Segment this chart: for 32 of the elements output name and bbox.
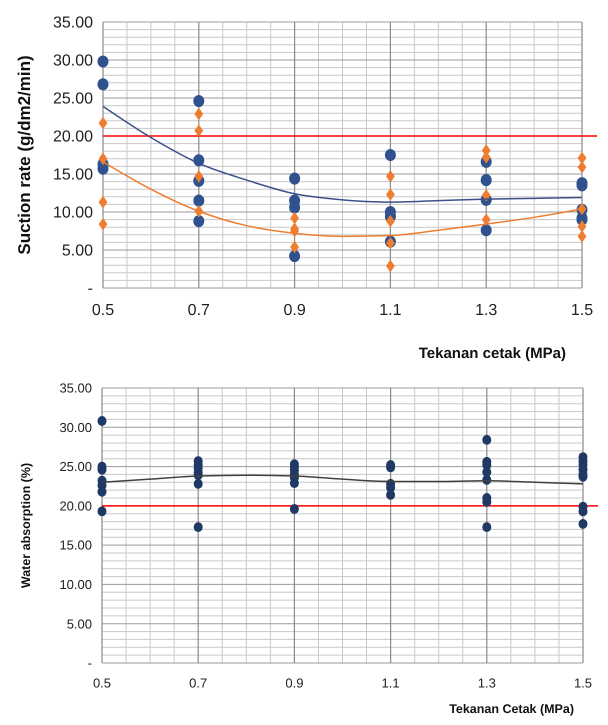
y-tick-label: 25.00 [59, 459, 92, 474]
x-tick-label: 1.3 [475, 302, 498, 319]
y-tick-label: 20.00 [52, 128, 94, 146]
y-tick-label: 30.00 [52, 52, 94, 70]
y-tick-label: 35.00 [52, 14, 94, 32]
x-tick-label: 0.5 [92, 302, 114, 319]
y-tick-label: 15.00 [52, 166, 94, 184]
x-tick-label: 0.7 [188, 302, 210, 319]
y-tick-label: 10.00 [52, 204, 94, 222]
y-tick-label: 30.00 [59, 420, 92, 435]
x-tick-label: 0.7 [189, 675, 208, 690]
x-axis-title: Tekanan cetak (MPa) [418, 345, 566, 362]
y-tick-label: 35.00 [59, 380, 92, 396]
x-tick-label: 0.9 [285, 675, 304, 690]
y-tick-label: 20.00 [59, 498, 92, 514]
x-tick-label: 0.5 [92, 675, 112, 690]
y-axis-title: Water absorption (%) [19, 462, 33, 588]
x-axis-title: Tekanan Cetak (MPa) [449, 702, 574, 716]
y-tick-label: 25.00 [52, 90, 94, 108]
y-tick-label: - [88, 280, 93, 298]
y-tick-label: 5.00 [66, 616, 92, 632]
x-tick-label: 1.5 [570, 302, 594, 319]
x-tick-label: 1.5 [574, 675, 592, 690]
x-tick-label: 1.3 [478, 675, 496, 690]
y-tick-label: 5.00 [62, 242, 94, 260]
x-tick-label: 0.9 [283, 302, 306, 319]
y-axis-title: Suction rate (g/dm2/min) [15, 55, 34, 255]
y-tick-label: 15.00 [59, 538, 92, 553]
x-tick-label: 1.1 [382, 675, 400, 690]
y-tick-label: 10.00 [59, 576, 92, 592]
x-tick-label: 1.1 [379, 302, 402, 319]
y-tick-label: - [88, 656, 92, 671]
